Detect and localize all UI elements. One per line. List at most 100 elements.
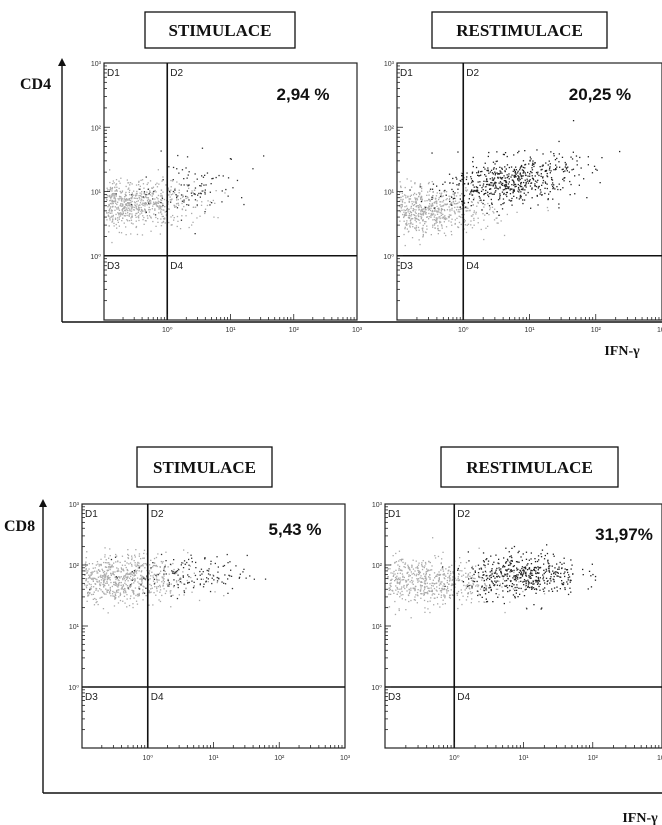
data-point [458,206,460,208]
data-point [417,564,420,566]
data-point [183,560,186,562]
data-point [435,589,437,591]
data-point [408,217,410,219]
data-point [217,577,220,580]
data-point [111,188,113,190]
data-point [417,567,419,569]
data-point [406,209,408,211]
data-point [110,572,112,574]
data-point [126,594,128,596]
data-point [130,219,133,221]
data-point [419,184,421,186]
data-point [426,591,429,593]
data-point [497,562,499,564]
data-point [138,215,140,217]
data-point [104,574,106,577]
data-point [483,219,485,221]
data-point [104,576,106,579]
data-point [148,203,151,206]
data-point [182,567,185,569]
data-point [515,580,517,582]
data-point [151,187,154,189]
data-point [126,598,128,600]
data-point [96,601,98,603]
data-point [416,205,418,207]
data-point [485,598,487,600]
data-point [553,587,556,589]
data-point [504,170,506,172]
data-point [413,204,416,206]
data-point [484,566,486,569]
data-point [138,197,140,199]
data-point [471,181,473,183]
data-point [436,582,438,584]
data-point [504,187,507,189]
data-point [520,580,522,582]
data-point [435,222,437,224]
data-point [183,178,185,180]
data-point [418,570,420,572]
data-point [401,558,403,560]
data-point [439,204,441,206]
data-point [494,163,496,165]
data-point [488,205,491,207]
data-point [520,573,522,575]
data-point [463,584,465,587]
data-point [436,185,438,187]
data-point [502,184,504,186]
quadrant-label: D3 [388,692,401,703]
data-point [583,178,585,180]
data-point [143,197,145,199]
data-point [148,193,150,195]
data-point [489,586,492,589]
data-point [507,590,509,593]
data-point [121,210,123,212]
data-point [408,201,411,203]
data-point [469,575,471,577]
data-point [108,578,110,580]
data-point [115,561,117,563]
data-point [446,198,448,200]
data-point [513,569,515,572]
data-point [399,577,401,579]
data-point [157,221,159,223]
data-point [417,214,419,216]
data-point [199,215,201,217]
data-point [126,214,128,217]
data-point [424,561,427,564]
data-point [529,179,531,181]
data-point [553,579,555,581]
data-point [440,209,443,211]
data-point [168,585,170,587]
data-point [410,617,412,619]
data-point [127,182,129,184]
data-point [429,205,431,207]
data-point [118,589,120,591]
data-point [561,567,563,569]
data-point [497,188,499,190]
data-point [122,584,124,586]
data-point [126,179,128,181]
data-point [566,581,568,583]
data-point [196,217,198,219]
quadrant-label: D4 [170,261,183,272]
data-point [499,193,501,195]
data-point [200,568,203,570]
data-point [436,210,438,212]
data-point [404,202,406,204]
data-point [123,592,125,594]
data-point [409,575,411,577]
data-point [421,593,423,595]
data-point [423,593,425,596]
data-point [388,587,390,589]
data-point [119,577,121,579]
data-point [443,587,446,590]
data-point [443,209,445,211]
data-point [435,575,437,577]
data-point [119,592,121,594]
data-point [477,585,479,588]
data-point [556,563,558,565]
data-point [147,188,149,190]
data-point [547,198,549,200]
data-point [519,172,521,174]
